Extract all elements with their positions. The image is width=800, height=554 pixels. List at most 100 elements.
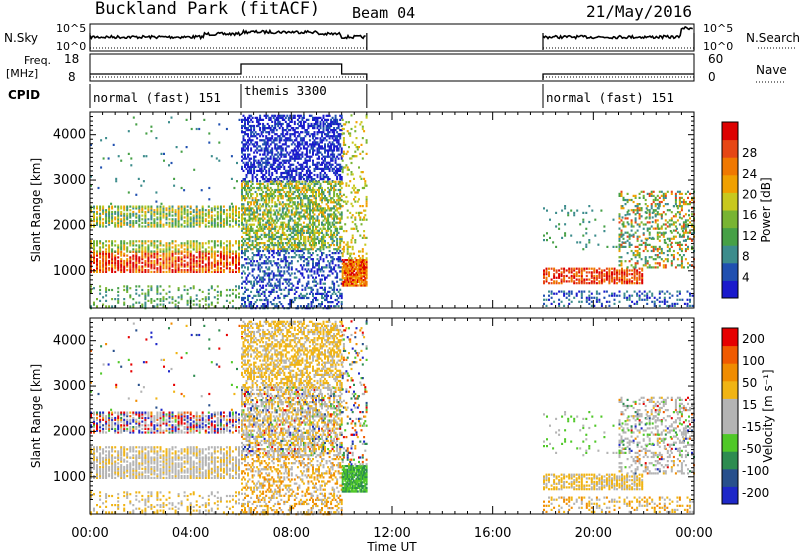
range-gate-cell	[293, 223, 296, 226]
range-gate-cell	[269, 221, 272, 224]
range-gate-cell	[259, 209, 262, 212]
range-gate-cell	[269, 209, 272, 212]
range-gate-cell	[325, 296, 328, 300]
range-gate-cell	[93, 225, 95, 228]
range-gate-cell	[281, 248, 284, 251]
range-gate-cell	[316, 118, 319, 121]
range-gate-cell	[102, 258, 105, 261]
range-gate-cell	[171, 221, 174, 224]
range-gate-cell	[313, 197, 316, 200]
range-gate-cell	[280, 237, 283, 241]
range-gate-cell	[153, 221, 156, 224]
range-gate-cell	[334, 188, 337, 192]
range-gate-cell	[356, 275, 359, 278]
range-gate-cell	[325, 167, 328, 170]
range-gate-cell	[225, 240, 228, 243]
range-gate-cell	[339, 114, 342, 117]
range-gate-cell	[117, 250, 120, 253]
range-gate-cell	[361, 259, 364, 262]
range-gate-cell	[242, 298, 245, 302]
range-gate-cell	[310, 244, 313, 247]
range-gate-cell	[207, 250, 210, 253]
range-gate-cell	[327, 161, 330, 164]
range-gate-cell	[102, 261, 105, 264]
range-gate-cell	[195, 263, 198, 266]
range-gate-cell	[280, 180, 283, 183]
range-gate-cell	[198, 303, 201, 306]
range-gate-cell	[363, 282, 366, 285]
range-gate-cell	[263, 165, 266, 168]
range-gate-cell	[340, 294, 343, 297]
range-gate-cell	[328, 163, 331, 166]
range-gate-cell	[289, 201, 292, 204]
range-gate-cell	[269, 176, 272, 179]
range-gate-cell	[127, 130, 130, 133]
range-gate-cell	[284, 280, 287, 283]
range-gate-cell	[284, 143, 287, 146]
range-gate-cell	[268, 225, 271, 228]
range-gate-cell	[245, 193, 248, 196]
range-gate-cell	[253, 294, 256, 297]
range-gate-cell	[96, 218, 98, 221]
range-gate-cell	[129, 242, 132, 245]
range-gate-cell	[280, 292, 283, 295]
range-gate-cell	[334, 180, 337, 183]
range-gate-cell	[321, 252, 323, 255]
range-gate-cell	[296, 246, 299, 249]
range-gate-cell	[126, 246, 129, 249]
range-gate-cell	[138, 210, 141, 214]
range-gate-cell	[248, 129, 251, 132]
range-gate-cell	[310, 122, 313, 126]
range-gate-cell	[325, 276, 328, 279]
range-gate-cell	[144, 305, 147, 308]
range-gate-cell	[301, 137, 304, 140]
range-gate-cell	[159, 270, 162, 273]
range-gate-cell	[93, 244, 95, 247]
range-gate-cell	[284, 171, 287, 175]
range-gate-cell	[102, 210, 105, 214]
range-gate-cell	[355, 146, 358, 149]
range-gate-cell	[153, 220, 156, 223]
range-gate-cell	[350, 262, 353, 265]
range-gate-cell	[272, 163, 275, 166]
range-gate-cell	[310, 182, 313, 185]
range-gate-cell	[318, 209, 320, 212]
range-gate-cell	[245, 161, 248, 164]
range-gate-cell	[304, 268, 307, 271]
range-gate-cell	[174, 209, 177, 212]
range-gate-cell	[328, 124, 331, 128]
range-gate-cell	[99, 225, 102, 228]
range-gate-cell	[126, 261, 129, 264]
range-gate-cell	[327, 246, 330, 249]
range-gate-cell	[129, 294, 132, 297]
range-gate-cell	[256, 182, 259, 185]
range-gate-cell	[135, 123, 138, 126]
range-gate-cell	[266, 249, 269, 253]
range-gate-cell	[358, 266, 360, 269]
range-gate-cell	[96, 258, 98, 261]
range-gate-cell	[322, 282, 325, 285]
range-gate-cell	[364, 277, 367, 280]
range-gate-cell	[123, 212, 126, 215]
range-gate-cell	[313, 178, 316, 181]
range-gate-cell	[302, 296, 305, 300]
range-gate-cell	[247, 209, 249, 212]
range-gate-cell	[302, 195, 305, 198]
range-gate-cell	[248, 143, 251, 146]
range-gate-cell	[268, 127, 271, 130]
range-gate-cell	[356, 262, 359, 265]
range-gate-cell	[315, 264, 317, 267]
range-gate-cell	[132, 223, 135, 226]
range-gate-cell	[253, 155, 256, 158]
range-gate-cell	[162, 244, 165, 247]
range-gate-cell	[316, 143, 319, 146]
range-gate-cell	[241, 155, 243, 158]
range-gate-cell	[135, 221, 138, 224]
range-gate-cell	[147, 246, 150, 249]
range-gate-cell	[150, 130, 153, 133]
range-gate-cell	[321, 188, 323, 192]
range-gate-cell	[117, 256, 120, 259]
range-gate-cell	[341, 277, 344, 280]
range-gate-cell	[256, 161, 259, 164]
range-gate-cell	[265, 165, 268, 168]
